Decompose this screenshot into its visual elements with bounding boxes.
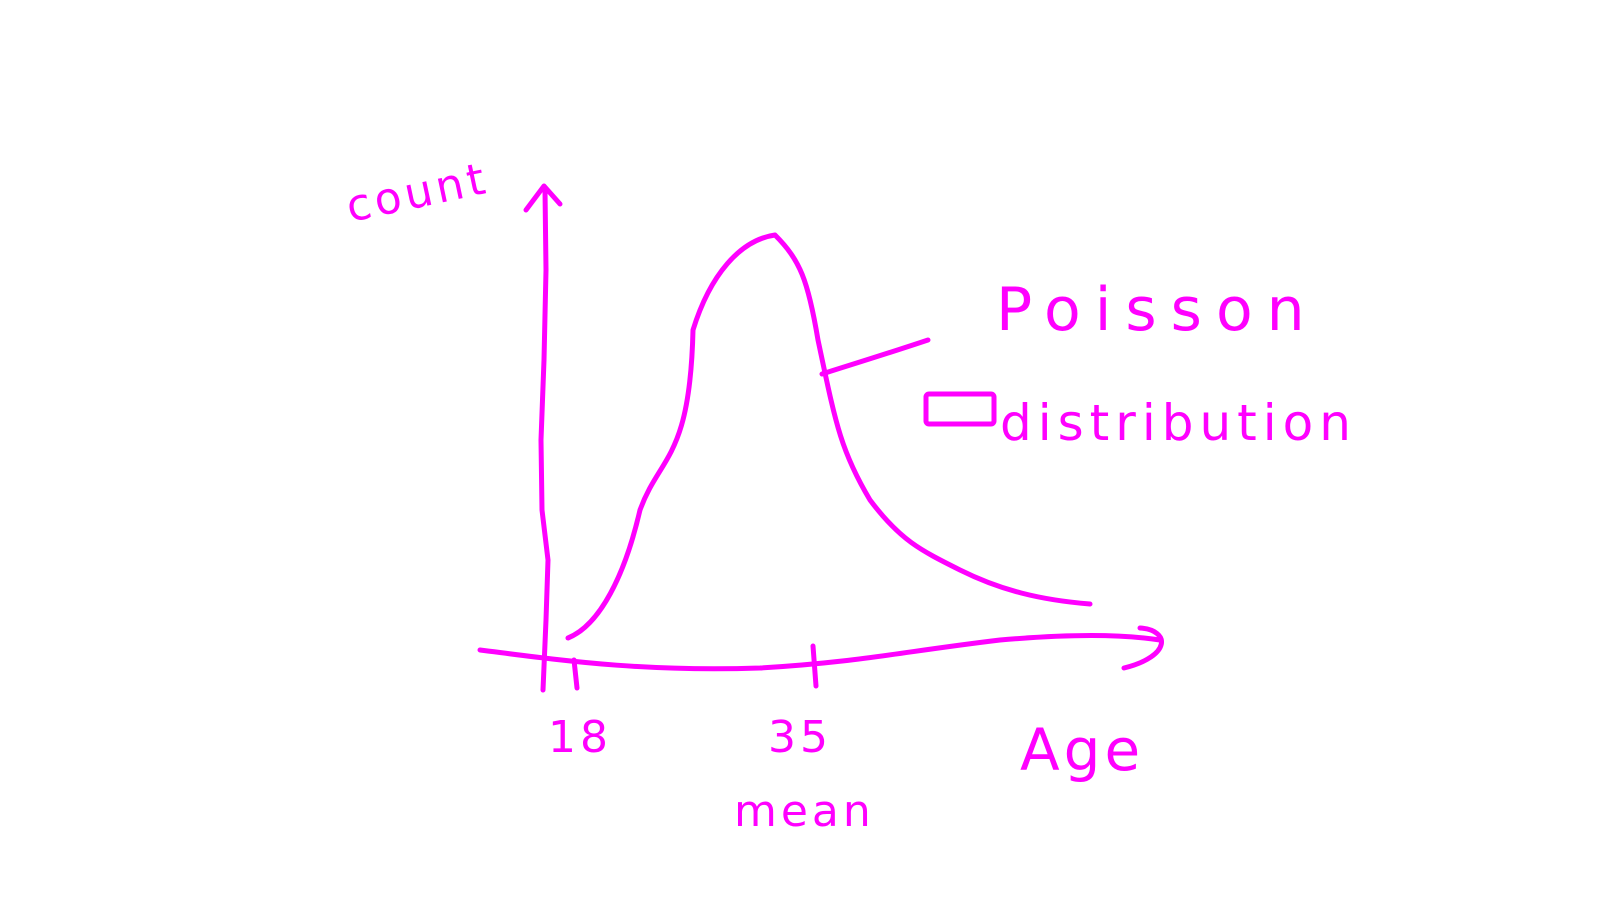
- x-axis-arrowhead: [1121, 625, 1164, 671]
- tick-sublabel-mean: mean: [734, 786, 875, 837]
- x-axis-label: Age: [1020, 716, 1144, 784]
- annotation-line-2: distribution: [1000, 394, 1357, 452]
- y-axis-arrowhead: [523, 183, 563, 213]
- annotation-line-1: Poisson: [996, 275, 1319, 345]
- annotation-pointer-line: [819, 337, 931, 377]
- y-axis-line: [538, 187, 551, 693]
- x-axis-line: [477, 633, 1163, 672]
- tick-mark-18: [571, 657, 580, 691]
- distribution-curve: [565, 232, 1093, 641]
- tick-label-18: 18: [548, 712, 612, 763]
- y-axis-label: count: [342, 153, 494, 233]
- stray-box-mark: [923, 391, 997, 427]
- tick-label-35: 35: [768, 712, 832, 763]
- tick-mark-35: [810, 643, 819, 689]
